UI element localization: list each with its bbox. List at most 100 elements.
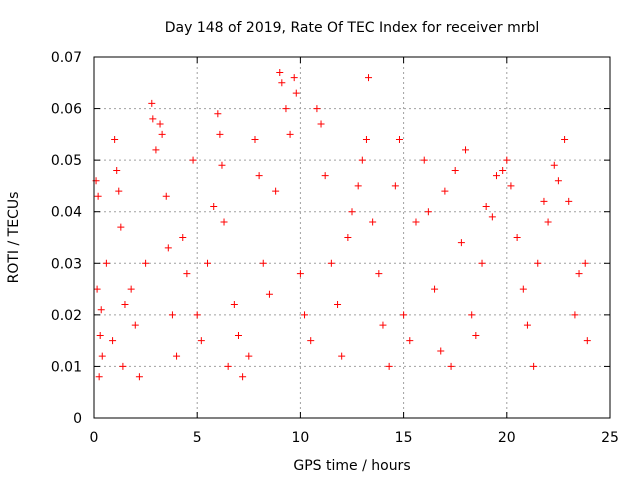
data-point <box>581 259 589 267</box>
data-point <box>292 89 300 97</box>
data-point <box>447 362 455 370</box>
data-point <box>220 218 228 226</box>
data-point <box>272 187 280 195</box>
data-point <box>344 234 352 241</box>
chart-title: Day 148 of 2019, Rate Of TEC Index for r… <box>165 20 540 36</box>
data-point <box>127 285 135 293</box>
data-point <box>301 311 309 319</box>
x-tick-label: 15 <box>395 430 413 446</box>
data-point <box>117 223 125 231</box>
axis-ticks: 0 0.01 0.02 0.03 0.04 0.05 0.06 0.07 0 5 10 15 20 25 <box>51 50 619 446</box>
data-point <box>255 172 263 180</box>
data-point <box>451 166 459 174</box>
data-point <box>156 120 164 128</box>
data-point <box>158 130 166 138</box>
data-point <box>482 203 490 211</box>
data-point <box>102 259 110 267</box>
data-point <box>550 161 558 169</box>
data-point <box>93 285 101 293</box>
x-tick-label: 20 <box>498 430 516 446</box>
data-point <box>523 321 531 329</box>
data-point <box>478 259 486 267</box>
data-point <box>431 285 439 293</box>
data-point <box>234 331 242 339</box>
x-tick-label: 10 <box>291 430 309 446</box>
data-point <box>513 234 521 241</box>
data-point <box>204 259 212 267</box>
data-point <box>391 182 399 190</box>
data-point <box>168 311 176 319</box>
data-point <box>499 166 507 174</box>
data-point <box>111 136 119 144</box>
data-point <box>575 270 583 278</box>
y-tick-label: 0.06 <box>51 102 82 118</box>
data-point <box>540 197 548 205</box>
data-point <box>468 311 476 319</box>
data-point <box>354 182 362 190</box>
data-point <box>412 218 420 226</box>
data-point <box>441 187 449 195</box>
data-point <box>554 177 562 185</box>
data-point <box>534 259 542 267</box>
data-point <box>239 373 247 381</box>
data-point <box>216 130 224 138</box>
data-point <box>375 270 383 278</box>
data-point <box>338 352 346 360</box>
y-tick-label: 0.04 <box>51 205 82 221</box>
data-point <box>218 161 226 169</box>
y-tick-label: 0.01 <box>51 359 82 375</box>
x-tick-label: 5 <box>193 430 202 446</box>
data-point <box>197 337 205 345</box>
data-point <box>183 270 191 278</box>
x-tick-label: 0 <box>90 430 99 446</box>
data-point <box>152 146 160 154</box>
plot-area <box>92 68 591 381</box>
data-point <box>251 136 259 144</box>
data-point <box>313 105 321 113</box>
data-point <box>307 337 315 345</box>
data-point <box>193 311 201 319</box>
y-tick-label: 0.03 <box>51 256 82 272</box>
data-point <box>109 337 117 345</box>
data-point <box>95 373 103 381</box>
data-point <box>115 187 123 195</box>
data-point <box>286 130 294 138</box>
x-axis-label: GPS time / hours <box>293 458 410 474</box>
data-point <box>379 321 387 329</box>
data-point <box>358 156 366 164</box>
data-point <box>278 79 286 87</box>
data-point <box>400 311 408 319</box>
data-point <box>369 218 377 226</box>
data-point <box>317 120 325 128</box>
data-point <box>148 99 156 107</box>
data-point <box>519 285 527 293</box>
data-point <box>230 301 238 309</box>
data-point <box>424 208 432 216</box>
data-point <box>210 203 218 211</box>
data-point <box>348 208 356 216</box>
data-point <box>327 259 335 267</box>
y-tick-label: 0.05 <box>51 153 82 169</box>
data-point <box>395 136 403 144</box>
data-point <box>290 74 298 82</box>
data-point <box>321 172 329 180</box>
data-point <box>224 362 232 370</box>
data-point <box>507 182 515 190</box>
data-point <box>245 352 253 360</box>
data-point <box>488 213 496 221</box>
data-point <box>142 259 150 267</box>
data-point <box>214 110 222 118</box>
data-point <box>135 373 143 381</box>
data-point <box>97 306 105 314</box>
y-tick-label: 0.02 <box>51 308 82 324</box>
data-point <box>492 172 500 180</box>
data-point <box>385 362 393 370</box>
data-point <box>457 239 465 247</box>
data-point <box>149 115 157 123</box>
data-point <box>179 234 187 241</box>
data-point <box>544 218 552 226</box>
y-axis-label: ROTI / TECUs <box>6 192 22 284</box>
plot-frame <box>93 56 611 419</box>
data-point <box>365 74 373 82</box>
data-point <box>189 156 197 164</box>
